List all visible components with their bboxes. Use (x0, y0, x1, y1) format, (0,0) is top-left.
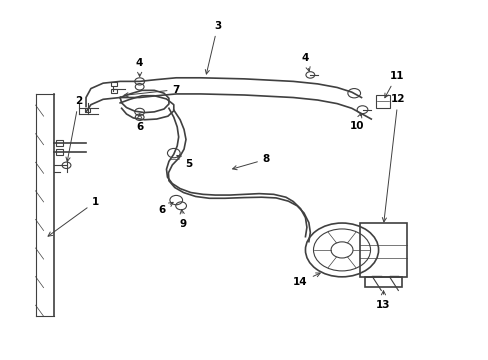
Bar (56, 149, 62, 154)
Text: 10: 10 (349, 113, 363, 131)
Bar (84, 108, 90, 112)
Text: 6: 6 (158, 202, 173, 216)
Text: 2: 2 (66, 96, 82, 162)
Text: 6: 6 (136, 114, 143, 132)
Text: 8: 8 (232, 154, 269, 170)
Text: 11: 11 (384, 71, 403, 98)
Bar (360, 223, 406, 277)
Text: 5: 5 (177, 156, 192, 169)
Text: 4: 4 (301, 53, 309, 71)
Text: 14: 14 (293, 273, 320, 287)
Text: 4: 4 (136, 58, 143, 76)
Bar (56, 140, 62, 146)
Bar (111, 82, 117, 86)
Text: 13: 13 (375, 291, 390, 310)
Text: 12: 12 (382, 94, 405, 222)
Text: 7: 7 (124, 85, 180, 97)
Text: 3: 3 (205, 21, 221, 74)
Text: 1: 1 (48, 197, 99, 236)
Text: 9: 9 (180, 210, 187, 229)
Bar (375, 95, 389, 108)
Bar (111, 89, 117, 93)
Bar (365, 277, 401, 287)
